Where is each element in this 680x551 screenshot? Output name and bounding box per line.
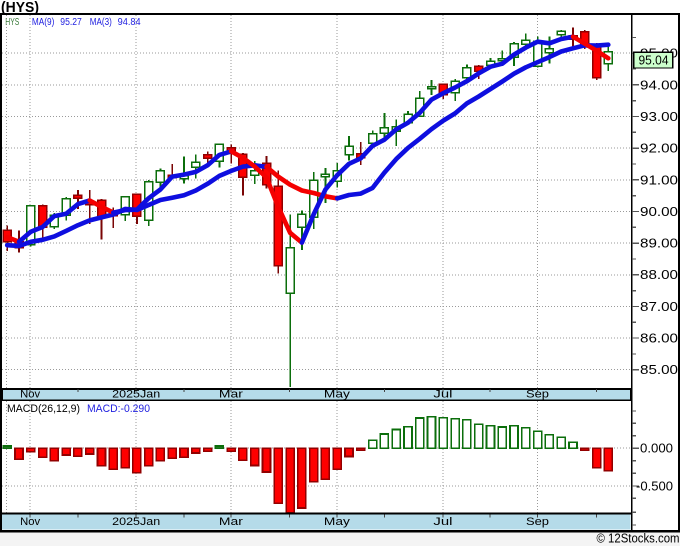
svg-text:© 12Stocks.com: © 12Stocks.com (597, 532, 680, 546)
svg-text:HYS: HYS (5, 17, 19, 28)
svg-text:Mar: Mar (219, 389, 243, 401)
svg-text:MA(9): MA(9) (32, 17, 55, 28)
svg-text:Nov: Nov (20, 516, 41, 528)
svg-text:2025Jan: 2025Jan (112, 516, 160, 528)
svg-text:86.00: 86.00 (640, 331, 678, 346)
svg-text:Jul: Jul (433, 516, 452, 528)
svg-text:88.00: 88.00 (640, 267, 678, 282)
svg-text:91.00: 91.00 (640, 172, 678, 187)
svg-text:May: May (324, 389, 351, 401)
svg-text:95.04: 95.04 (639, 53, 669, 68)
svg-text:92.00: 92.00 (640, 141, 678, 156)
svg-text:94.00: 94.00 (640, 77, 678, 92)
svg-text:90.00: 90.00 (640, 204, 678, 219)
svg-text:95.27: 95.27 (60, 17, 82, 28)
svg-text:Sep: Sep (526, 389, 549, 401)
svg-text:87.00: 87.00 (640, 299, 678, 314)
svg-text:May: May (324, 516, 351, 528)
svg-text:93.00: 93.00 (640, 109, 678, 124)
svg-text:Nov: Nov (20, 389, 41, 401)
svg-text:-0.500: -0.500 (636, 479, 673, 494)
svg-text:MACD(26,12,9): MACD(26,12,9) (7, 403, 80, 415)
svg-text:85.00: 85.00 (640, 362, 678, 377)
svg-text:Sep: Sep (526, 516, 549, 528)
svg-text:Jul: Jul (433, 389, 452, 401)
svg-text:0.000: 0.000 (640, 441, 673, 456)
svg-text:89.00: 89.00 (640, 236, 678, 251)
svg-text:Mar: Mar (219, 516, 243, 528)
svg-text:MA(3): MA(3) (90, 17, 112, 28)
svg-text:(HYS): (HYS) (1, 0, 39, 16)
svg-text:2025Jan: 2025Jan (112, 389, 160, 401)
svg-text:94.84: 94.84 (118, 17, 141, 28)
svg-text:MACD:-0.290: MACD:-0.290 (87, 403, 150, 415)
